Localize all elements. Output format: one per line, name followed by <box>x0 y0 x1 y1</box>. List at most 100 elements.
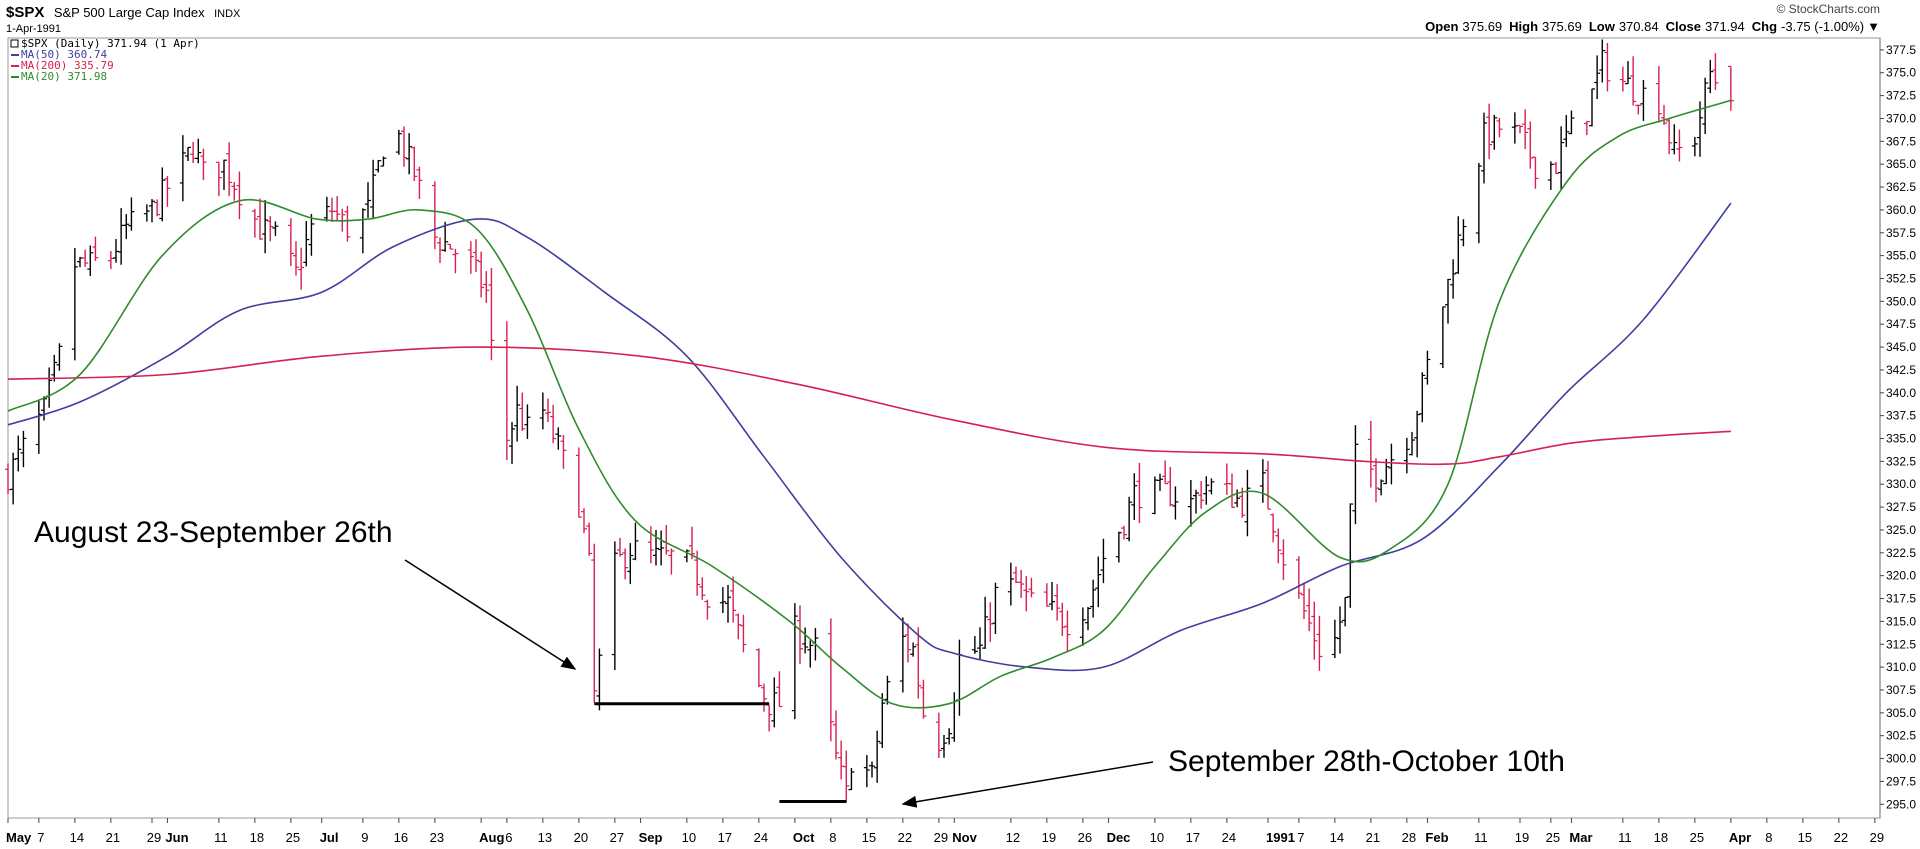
ohlc-bar <box>1280 539 1287 580</box>
ohlc-bar <box>740 614 747 653</box>
ohlc-bar <box>802 627 809 654</box>
ohlc-bar <box>596 648 603 711</box>
y-tick-label: 365.0 <box>1886 157 1916 171</box>
ohlc-bar <box>359 208 366 254</box>
ohlc-bar <box>1599 39 1606 83</box>
ohlc-bar <box>1079 607 1086 646</box>
ohlc-bar <box>766 704 773 732</box>
y-tick-label: 340.0 <box>1886 386 1916 400</box>
ohlc-bar <box>5 463 11 494</box>
x-tick-label: 24 <box>754 830 768 845</box>
ohlc-bar <box>827 618 834 742</box>
ohlc-label-high: High <box>1509 19 1538 34</box>
ohlc-bar <box>344 205 351 242</box>
ohlc-bar <box>1409 431 1415 456</box>
ohlc-bar <box>1563 115 1570 148</box>
ohlc-bar <box>524 404 531 439</box>
x-tick-label: Aug <box>479 830 504 845</box>
y-tick-label: 377.5 <box>1886 43 1916 57</box>
ohlc-bar <box>1023 576 1030 612</box>
ohlc-bar <box>1157 473 1163 491</box>
x-tick-label: 22 <box>898 830 912 845</box>
ohlc-bar <box>869 761 875 778</box>
ohlc-bar <box>123 214 130 240</box>
ohlc-bar <box>663 525 670 555</box>
ohlc-bar <box>647 526 654 564</box>
y-tick-label: 357.5 <box>1886 226 1916 240</box>
ohlc-bar <box>303 221 310 267</box>
ohlc-bar <box>560 435 567 469</box>
x-tick-label: Sep <box>639 830 663 845</box>
ohlc-bar <box>1131 473 1138 521</box>
ohlc-bar <box>262 200 269 254</box>
ohlc-bar <box>1445 278 1451 324</box>
ohlc-bar <box>380 156 387 167</box>
x-tick-label: 15 <box>862 830 876 845</box>
ohlc-bar <box>977 627 983 660</box>
ohlc-bar <box>1707 59 1714 94</box>
ohlc-bar <box>1028 577 1035 598</box>
x-tick-label: 6 <box>505 830 512 845</box>
y-tick-label: 337.5 <box>1886 409 1916 423</box>
ohlc-bar <box>287 218 294 266</box>
ohlc-bar <box>1352 425 1359 525</box>
ohlc-bar <box>56 343 63 371</box>
ohlc-bar <box>1085 606 1091 631</box>
index-name: S&P 500 Large Cap Index <box>54 5 205 20</box>
ohlc-bar <box>77 256 83 268</box>
ohlc-bar <box>539 392 546 430</box>
x-tick-label: 19 <box>1515 830 1529 845</box>
ohlc-label-low: Low <box>1589 19 1616 34</box>
ohlc-bar <box>1172 486 1179 520</box>
y-tick-label: 335.0 <box>1886 432 1916 446</box>
ohlc-bar <box>1367 420 1374 488</box>
x-tick-label: 27 <box>610 830 624 845</box>
ohlc-bar <box>1136 462 1143 524</box>
annotations: August 23-September 26th September 28th-O… <box>34 516 1565 808</box>
legend-entry: MA(200) 335.79 <box>21 59 114 72</box>
ohlc-bar <box>1167 466 1174 507</box>
ohlc-bar <box>951 692 958 742</box>
ohlc-bar <box>488 267 495 361</box>
ohlc-bar <box>236 171 243 220</box>
ohlc-bar <box>179 135 186 202</box>
annotation-arrow-1 <box>404 559 577 670</box>
ohlc-bar <box>1419 372 1426 423</box>
ohlc-bar <box>478 251 485 298</box>
ohlc-bar <box>1661 104 1667 125</box>
ohlc-bar <box>1311 601 1318 660</box>
ohlc-bar <box>1090 579 1097 618</box>
x-tick-label: 25 <box>1690 830 1704 845</box>
ohlc-bar <box>82 249 89 267</box>
ohlc-bar <box>329 197 335 222</box>
x-tick-label: 11 <box>214 830 228 845</box>
y-tick-label: 322.5 <box>1886 546 1916 560</box>
y-tick-label: 317.5 <box>1886 592 1916 606</box>
ohlc-readout: Open 375.69 High 375.69 Low 370.84 Close 371.94… <box>1425 19 1880 34</box>
x-tick-label: 22 <box>1834 830 1848 845</box>
x-tick-label: 17 <box>718 830 732 845</box>
price-bars <box>5 39 1734 803</box>
y-tick-label: 330.0 <box>1886 477 1916 491</box>
y-tick-label: 325.0 <box>1886 523 1916 537</box>
ohlc-bar <box>838 740 845 780</box>
legend-entry: MA(20) 371.98 <box>21 70 107 83</box>
ohlc-bar <box>164 176 171 207</box>
ohlc-bar <box>586 522 593 556</box>
y-tick-label: 345.0 <box>1886 340 1916 354</box>
ohlc-bar <box>1522 109 1529 150</box>
ohlc-bar <box>1295 556 1302 599</box>
ohlc-bar <box>1594 55 1601 99</box>
x-tick-label: Jul <box>320 830 339 845</box>
ohlc-bar <box>1198 481 1205 509</box>
ohlc-bar <box>1604 43 1611 92</box>
ohlc-bar <box>46 367 53 408</box>
plot-frame <box>7 37 1881 819</box>
ohlc-bar <box>1553 162 1559 174</box>
y-tick-label: 307.5 <box>1886 683 1916 697</box>
y-axis: 377.5 375.0 372.5 370.0 367.5 365.0 362.5 360.0… <box>1880 43 1916 811</box>
ohlc-bar <box>431 181 438 250</box>
ohlc-bar <box>550 404 557 444</box>
ohlc-bar <box>863 755 870 788</box>
